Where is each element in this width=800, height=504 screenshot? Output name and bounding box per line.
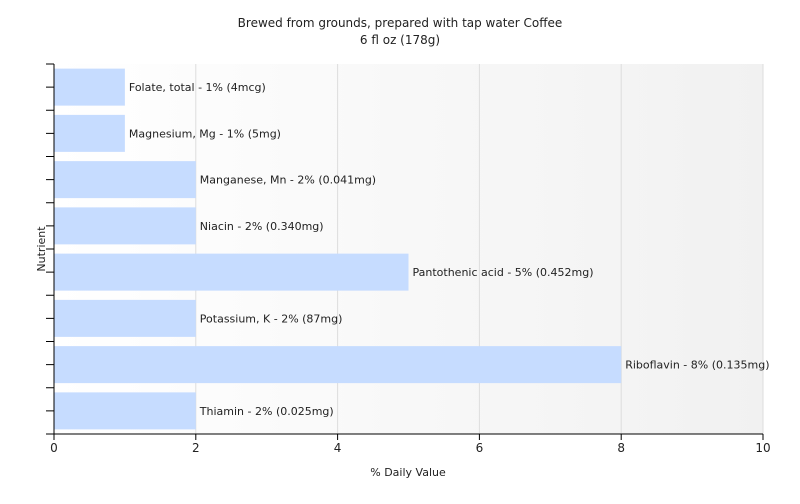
bar: [54, 392, 196, 430]
bar-label: Riboflavin - 8% (0.135mg): [625, 359, 769, 372]
bar-label: Folate, total - 1% (4mcg): [129, 81, 266, 94]
x-tick-label: 0: [50, 441, 58, 455]
bar-label: Pantothenic acid - 5% (0.452mg): [413, 266, 594, 279]
bar: [54, 68, 125, 106]
bar-label: Manganese, Mn - 2% (0.041mg): [200, 174, 376, 187]
x-tick-label: 4: [334, 441, 342, 455]
x-tick-label: 2: [192, 441, 200, 455]
bars: [54, 68, 622, 430]
bar-label: Potassium, K - 2% (87mg): [200, 312, 343, 325]
bar-label: Magnesium, Mg - 1% (5mg): [129, 127, 281, 140]
bar: [54, 346, 622, 384]
x-axis-title: % Daily Value: [370, 466, 446, 479]
bar: [54, 299, 196, 337]
bar: [54, 253, 409, 291]
bar: [54, 207, 196, 245]
x-tick-label: 10: [755, 441, 770, 455]
chart-subtitle: 6 fl oz (178g): [360, 33, 440, 47]
x-tick-label: 8: [617, 441, 625, 455]
y-axis-title: Nutrient: [35, 226, 48, 272]
bar: [54, 114, 125, 152]
bar-labels: Folate, total - 1% (4mcg) Magnesium, Mg -…: [129, 81, 770, 418]
x-tick-label: 6: [476, 441, 484, 455]
bar-label: Thiamin - 2% (0.025mg): [199, 405, 334, 418]
bar-label: Niacin - 2% (0.340mg): [200, 220, 324, 233]
axes: 0 2 4 6 8 10: [46, 63, 771, 455]
bar: [54, 161, 196, 199]
chart-title: Brewed from grounds, prepared with tap w…: [238, 16, 563, 30]
